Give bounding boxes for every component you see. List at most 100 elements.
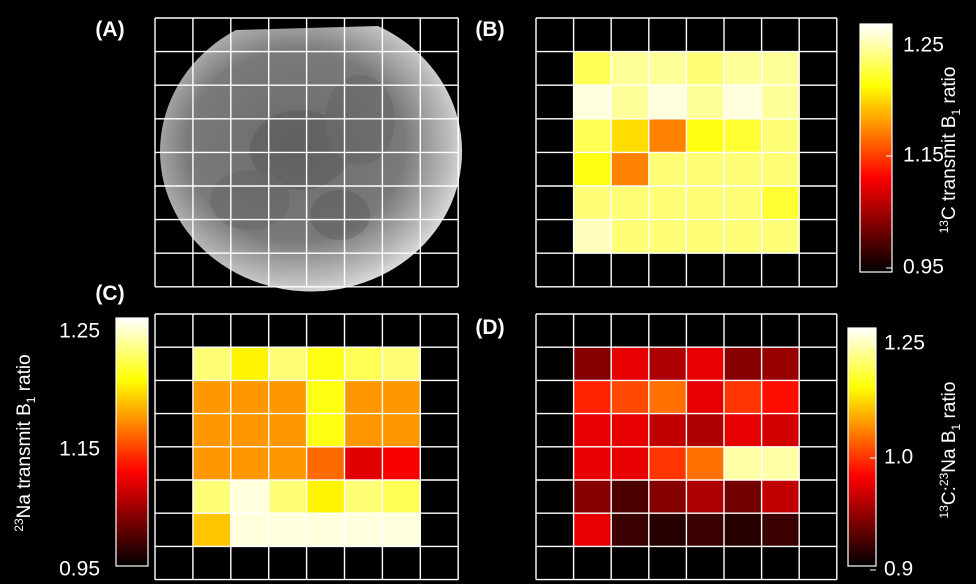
- heatmap-cell-d-r0-c2: [648, 347, 687, 381]
- colorbar-tick-b-2: 0.95: [903, 256, 944, 279]
- heatmap-cell-b-r1-c5: [761, 85, 800, 119]
- heatmap-cell-b-r0-c4: [724, 51, 762, 86]
- grid-a: [154, 17, 459, 288]
- heatmap-cell-c-r4-c2: [268, 480, 307, 514]
- heatmap-cell-c-r5-c3: [306, 513, 345, 547]
- heatmap-cell-d-r1-c0: [573, 380, 612, 414]
- heatmap-cell-c-r4-c3: [306, 480, 345, 514]
- heatmap-cell-d-r3-c0: [573, 446, 612, 480]
- heatmap-cell-c-r1-c3: [306, 380, 345, 414]
- heatmap-cell-d-r5-c2: [648, 513, 687, 547]
- heatmap-cell-c-r1-c1: [230, 380, 269, 414]
- heatmap-cell-c-r4-c5: [382, 480, 421, 514]
- heatmap-cell-b-r4-c3: [686, 186, 724, 220]
- heatmap-cell-d-r0-c4: [724, 347, 762, 381]
- colorbar-tick-c-1: 1.15: [59, 438, 100, 461]
- heatmap-cell-b-r2-c3: [686, 118, 724, 153]
- colorbar-title-d: 13C:23Na B1 ratio: [937, 382, 963, 519]
- panel-a-image: [160, 26, 463, 292]
- heatmap-cell-b-r0-c5: [761, 51, 800, 86]
- heatmap-cell-d-r2-c5: [761, 413, 800, 447]
- heatmap-cell-b-r1-c4: [724, 85, 762, 119]
- heatmap-cell-d-r0-c3: [686, 347, 724, 381]
- heatmap-cell-c-r5-c4: [344, 513, 383, 547]
- heatmap-cell-d-r4-c2: [648, 480, 687, 514]
- heatmap-cell-d-r4-c0: [573, 480, 612, 514]
- heatmap-cell-c-r3-c4: [344, 446, 383, 480]
- heatmap-cell-b-r4-c4: [724, 186, 762, 220]
- heatmap-cell-d-r1-c5: [761, 380, 800, 414]
- heatmap-cell-b-r0-c0: [573, 51, 612, 86]
- heatmap-cell-c-r1-c0: [192, 380, 231, 414]
- heatmap-cell-d-r1-c4: [724, 380, 762, 414]
- heatmap-cell-b-r1-c3: [686, 85, 724, 119]
- heatmap-cell-b-r5-c3: [686, 219, 724, 254]
- heatmap-cell-c-r2-c1: [230, 413, 269, 447]
- heatmap-cell-b-r5-c2: [648, 219, 687, 254]
- colorbar-tick-b-1: 1.15: [903, 144, 944, 167]
- colorbar-layer: 1.25 1.15 0.95 13C transmit B1 ratio 1.25 1.1…: [12, 23, 963, 581]
- panel-label-c: (C): [95, 282, 124, 305]
- grid-d: [535, 313, 838, 581]
- panel-label-b: (B): [475, 18, 504, 41]
- heatmap-cell-b-r4-c0: [573, 186, 612, 220]
- phantom-texture: [210, 75, 395, 240]
- heatmap-cell-d-r4-c4: [724, 480, 762, 514]
- heatmap-cell-d-r5-c0: [573, 513, 612, 547]
- heatmap-cell-b-r3-c0: [573, 152, 612, 186]
- heatmap-cell-c-r3-c2: [268, 446, 307, 480]
- heatmap-cell-d-r5-c1: [611, 513, 649, 547]
- heatmap-layer: [192, 51, 800, 547]
- heatmap-cell-b-r1-c2: [648, 85, 687, 119]
- heatmap-cell-c-r2-c0: [192, 413, 231, 447]
- heatmap-cell-d-r0-c1: [611, 347, 649, 381]
- colorbar-tick-b-0: 1.25: [903, 34, 944, 57]
- heatmap-cell-b-r3-c4: [724, 152, 762, 186]
- heatmap-cell-b-r5-c0: [573, 219, 612, 254]
- heatmap-cell-d-r0-c5: [761, 347, 800, 381]
- heatmap-cell-d-r4-c5: [761, 480, 800, 514]
- colorbar-title-c: 23Na transmit B1 ratio: [12, 354, 38, 531]
- heatmap-cell-d-r4-c3: [686, 480, 724, 514]
- heatmap-cell-c-r5-c0: [192, 513, 231, 547]
- heatmap-cell-c-r1-c2: [268, 380, 307, 414]
- colorbar-tick-d-1: 1.0: [884, 446, 913, 469]
- heatmap-cell-b-r5-c1: [611, 219, 649, 254]
- heatmap-cell-b-r3-c3: [686, 152, 724, 186]
- heatmap-cell-d-r3-c5: [761, 446, 800, 480]
- heatmap-cell-b-r2-c2: [648, 118, 687, 153]
- heatmap-cell-b-r1-c0: [573, 85, 612, 119]
- heatmap-cell-b-r2-c0: [573, 118, 612, 153]
- heatmap-cell-b-r2-c5: [761, 118, 800, 153]
- colorbar-tick-d-0: 1.25: [884, 332, 925, 355]
- colorbar-title-b: 13C transmit B1 ratio: [937, 67, 963, 234]
- heatmap-cell-d-r2-c4: [724, 413, 762, 447]
- heatmap-cell-c-r3-c0: [192, 446, 231, 480]
- heatmap-cell-c-r4-c4: [344, 480, 383, 514]
- colorbar-d: 1.25 1.0 0.9 13C:23Na B1 ratio: [847, 327, 963, 581]
- heatmap-cell-c-r3-c5: [382, 446, 421, 480]
- heatmap-cell-c-r3-c3: [306, 446, 345, 480]
- heatmap-cell-b-r3-c2: [648, 152, 687, 186]
- heatmap-cell-c-r0-c5: [382, 347, 421, 381]
- heatmap-cell-d-r5-c4: [724, 513, 762, 547]
- heatmap-cell-d-r1-c1: [611, 380, 649, 414]
- heatmap-cell-d-r3-c4: [724, 446, 762, 480]
- heatmap-cell-c-r4-c1: [230, 480, 269, 514]
- grid-b: [535, 17, 838, 288]
- heatmap-cell-b-r4-c1: [611, 186, 649, 220]
- colorbar-tick-d-2: 0.9: [884, 558, 913, 581]
- colorbar-gradient-c: [115, 317, 149, 567]
- colorbar-tick-c-0: 1.25: [59, 320, 100, 343]
- heatmap-cell-c-r4-c0: [192, 480, 231, 514]
- heatmap-cell-b-r0-c2: [648, 51, 687, 86]
- heatmap-cell-b-r0-c3: [686, 51, 724, 86]
- heatmap-cell-d-r0-c0: [573, 347, 612, 381]
- colorbar-gradient-d: [847, 327, 877, 567]
- heatmap-cell-d-r1-c3: [686, 380, 724, 414]
- heatmap-cell-c-r0-c4: [344, 347, 383, 381]
- heatmap-cell-c-r1-c5: [382, 380, 421, 414]
- heatmap-cell-d-r3-c1: [611, 446, 649, 480]
- heatmap-cell-c-r1-c4: [344, 380, 383, 414]
